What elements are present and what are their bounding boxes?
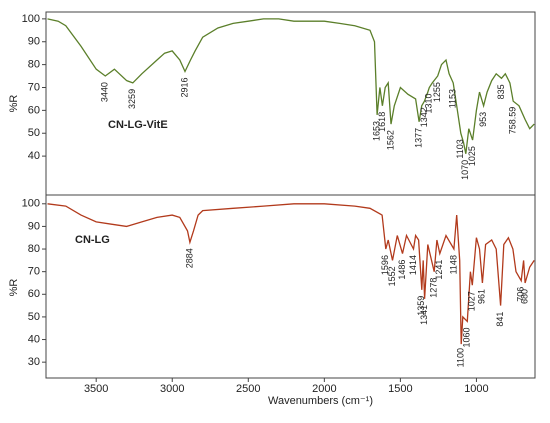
peak-label: 680	[519, 289, 529, 304]
y-tick-label: 30	[28, 356, 40, 368]
y-tick-label: 90	[28, 220, 40, 232]
y-tick-label: 70	[28, 266, 40, 278]
peak-label: 1653	[371, 121, 381, 141]
x-tick-label: 2500	[236, 383, 260, 395]
y-tick-label: 60	[28, 104, 40, 116]
peak-label: 1100	[456, 348, 466, 367]
x-tick-label: 3500	[84, 383, 108, 395]
y-axis-label: %R	[8, 279, 20, 297]
y-tick-label: 80	[28, 243, 40, 255]
y-tick-label: 90	[28, 36, 40, 48]
peak-label: 2916	[179, 77, 189, 97]
peak-label: 1027	[467, 291, 477, 311]
y-tick-label: 40	[28, 333, 40, 345]
peak-label: 1414	[408, 255, 418, 275]
peak-label: 1377	[413, 128, 423, 148]
peak-label: 1103	[455, 139, 465, 158]
y-axis-label: %R	[8, 95, 20, 113]
peak-label: 3259	[127, 89, 137, 109]
peak-label: 841	[495, 312, 505, 327]
x-axis-label: Wavenumbers (cm⁻¹)	[268, 395, 373, 407]
peak-label: 3440	[100, 82, 110, 102]
peak-label: 1486	[397, 260, 407, 280]
y-tick-label: 50	[28, 127, 40, 139]
x-tick-label: 2000	[312, 383, 336, 395]
peak-label: 1255	[432, 82, 442, 102]
peak-label: 1153	[448, 89, 458, 108]
y-tick-label: 40	[28, 150, 40, 162]
y-tick-label: 60	[28, 288, 40, 300]
x-tick-label: 1000	[464, 383, 488, 395]
peak-label: 1148	[448, 255, 458, 274]
peak-label: 758.59	[508, 107, 518, 135]
peak-label: 961	[477, 289, 487, 304]
peak-label: 1359	[416, 296, 426, 316]
series-label: CN-LG-VitE	[108, 119, 168, 131]
y-tick-label: 70	[28, 81, 40, 93]
peak-label: 1562	[385, 130, 395, 150]
peak-label: 953	[478, 112, 488, 127]
spectrum-line	[47, 203, 535, 345]
peak-label: 1278	[429, 278, 439, 298]
spectrum-line	[47, 18, 535, 154]
peak-label: 1342	[419, 107, 429, 127]
x-tick-label: 3000	[160, 383, 184, 395]
series-label: CN-LG	[75, 234, 110, 246]
peak-label: 1060	[462, 327, 472, 347]
y-tick-label: 50	[28, 311, 40, 323]
peak-label: 1241	[434, 260, 444, 280]
peak-label: 1310	[424, 93, 434, 113]
peak-label: 1596	[380, 255, 390, 275]
peak-label: 1025	[467, 146, 477, 166]
y-tick-label: 100	[22, 13, 40, 25]
peak-label: 1341	[419, 305, 429, 325]
y-tick-label: 100	[22, 198, 40, 210]
peak-label: 1618	[377, 112, 387, 132]
peak-label: 706	[516, 287, 526, 302]
y-tick-label: 80	[28, 59, 40, 71]
peak-label: 1552	[387, 266, 397, 286]
x-tick-label: 1500	[388, 383, 412, 395]
peak-label: 835	[496, 84, 506, 99]
peak-label: 1070	[460, 160, 470, 180]
peak-label: 2884	[184, 248, 194, 268]
